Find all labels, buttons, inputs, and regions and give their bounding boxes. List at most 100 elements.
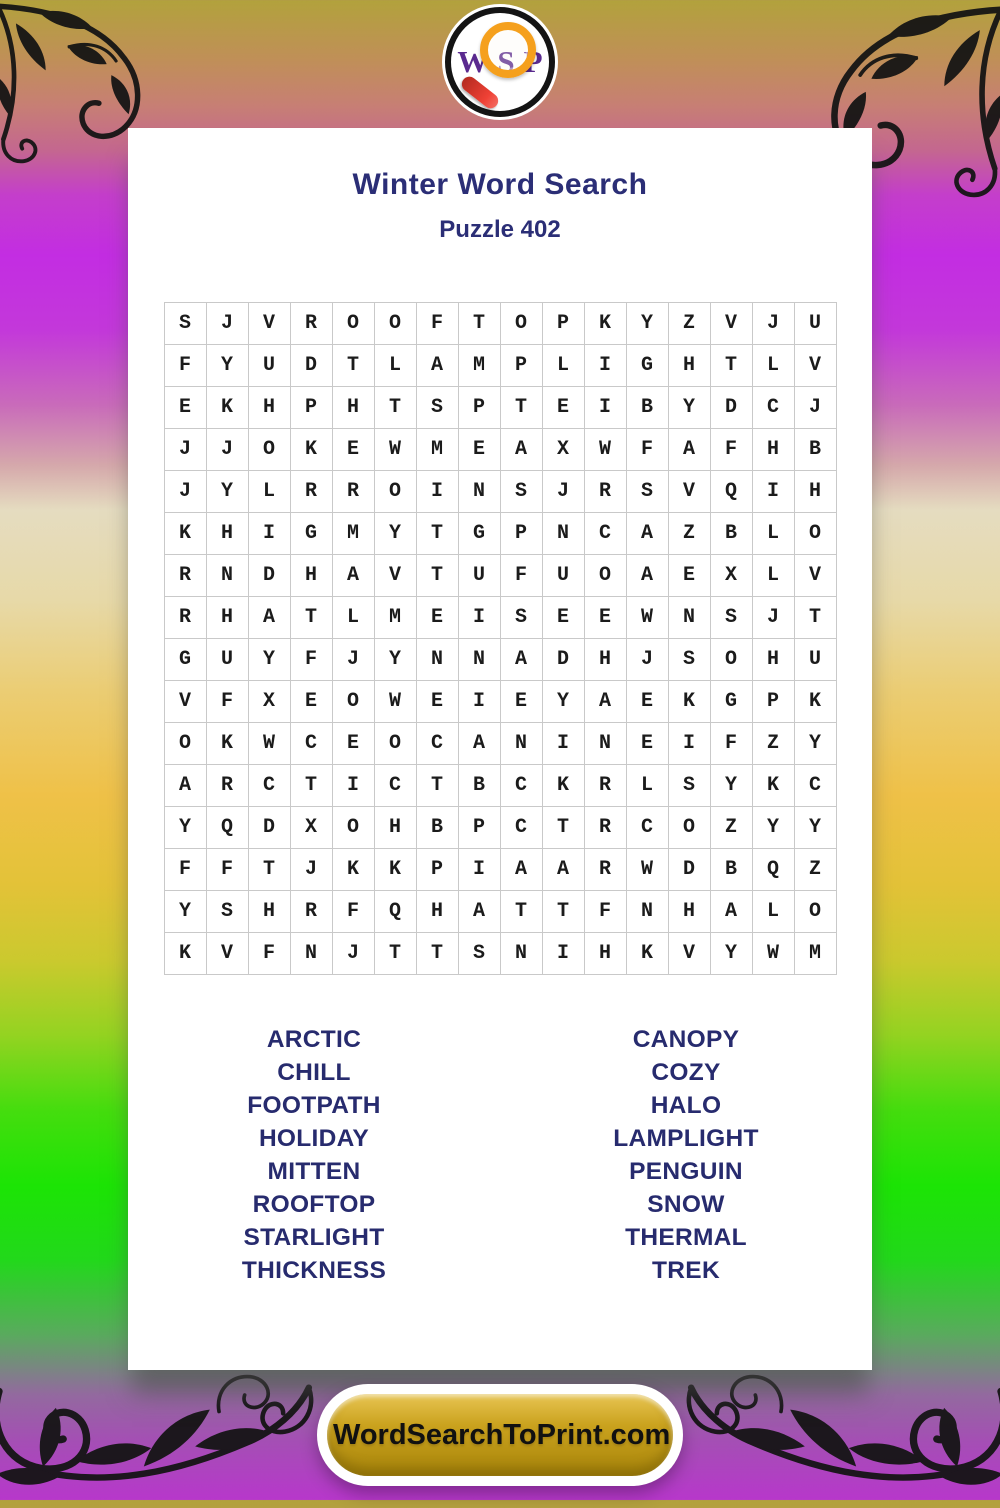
grid-cell: Y [374,639,416,680]
grid-cell: O [164,723,206,764]
grid-cell: T [332,345,374,386]
grid-cell: M [332,513,374,554]
grid-cell: C [374,765,416,806]
grid-cell: A [710,891,752,932]
grid-cell: A [164,765,206,806]
grid-cell: I [458,849,500,890]
grid-cell: R [164,597,206,638]
grid-cell: A [500,639,542,680]
grid-cell: T [500,891,542,932]
grid-cell: B [710,513,752,554]
grid-cell: M [416,429,458,470]
grid-cell: W [584,429,626,470]
grid-cell: F [584,891,626,932]
grid-cell: K [206,723,248,764]
grid-cell: G [290,513,332,554]
flourish-bottom-left [0,1348,318,1508]
grid-cell: O [374,303,416,344]
grid-cell: S [500,597,542,638]
grid-cell: H [668,891,710,932]
site-button[interactable]: WordSearchToPrint.com [327,1394,673,1476]
grid-cell: E [416,597,458,638]
grid-cell: A [626,513,668,554]
grid-cell: A [542,849,584,890]
grid-cell: K [164,513,206,554]
grid-cell: I [584,387,626,428]
grid-cell: Y [542,681,584,722]
grid-cell: Z [668,303,710,344]
grid-cell: R [206,765,248,806]
word-item: PENGUIN [629,1158,743,1185]
grid-cell: C [500,765,542,806]
grid-cell: K [374,849,416,890]
grid-cell: Q [206,807,248,848]
grid-cell: O [794,891,836,932]
grid-cell: U [794,639,836,680]
grid-cell: B [710,849,752,890]
grid-cell: T [416,765,458,806]
grid-cell: X [710,555,752,596]
grid-cell: Y [710,765,752,806]
grid-cell: U [248,345,290,386]
grid-cell: F [416,303,458,344]
grid-cell: B [416,807,458,848]
grid-cell: V [374,555,416,596]
word-list: ARCTIC CHILL FOOTPATH HOLIDAY MITTEN ROOFTOP S… [128,1023,872,1287]
word-item: MITTEN [267,1158,361,1185]
word-item: THERMAL [625,1224,747,1251]
grid-cell: V [794,555,836,596]
grid-cell: E [626,723,668,764]
grid-cell: N [626,891,668,932]
grid-cell: E [332,429,374,470]
grid-cell: H [584,933,626,974]
grid-cell: S [458,933,500,974]
grid-cell: I [248,513,290,554]
grid-cell: Q [374,891,416,932]
grid-cell: W [752,933,794,974]
grid-cell: A [416,345,458,386]
grid-cell: R [290,471,332,512]
grid-cell: H [752,639,794,680]
grid-cell: B [458,765,500,806]
grid-cell: J [332,933,374,974]
grid-cell: M [458,345,500,386]
grid-cell: I [332,765,374,806]
grid-cell: J [332,639,374,680]
grid-cell: J [542,471,584,512]
grid-cell: O [332,807,374,848]
grid-cell: P [542,303,584,344]
grid-cell: P [752,681,794,722]
grid-cell: N [584,723,626,764]
grid-cell: K [542,765,584,806]
grid-cell: I [542,933,584,974]
grid-cell: Y [668,387,710,428]
grid-cell: O [794,513,836,554]
word-item: STARLIGHT [243,1224,385,1251]
grid-cell: R [584,765,626,806]
word-list-left: ARCTIC CHILL FOOTPATH HOLIDAY MITTEN ROOFTOP S… [128,1023,500,1287]
grid-cell: S [626,471,668,512]
grid-cell: L [332,597,374,638]
grid-cell: F [206,849,248,890]
grid-cell: O [248,429,290,470]
grid-cell: Z [752,723,794,764]
grid-cell: V [668,933,710,974]
grid-cell: X [248,681,290,722]
grid-cell: T [794,597,836,638]
grid-cell: K [626,933,668,974]
grid-cell: T [248,849,290,890]
word-item: FOOTPATH [247,1092,381,1119]
grid-cell: A [332,555,374,596]
grid-cell: T [710,345,752,386]
grid-cell: A [668,429,710,470]
grid-cell: F [248,933,290,974]
grid-cell: V [668,471,710,512]
grid-cell: O [374,471,416,512]
grid-cell: N [500,933,542,974]
grid-cell: J [206,303,248,344]
word-item: HALO [650,1092,722,1119]
grid-cell: S [164,303,206,344]
grid-cell: I [542,723,584,764]
grid-cell: T [542,807,584,848]
grid-cell: Y [206,345,248,386]
